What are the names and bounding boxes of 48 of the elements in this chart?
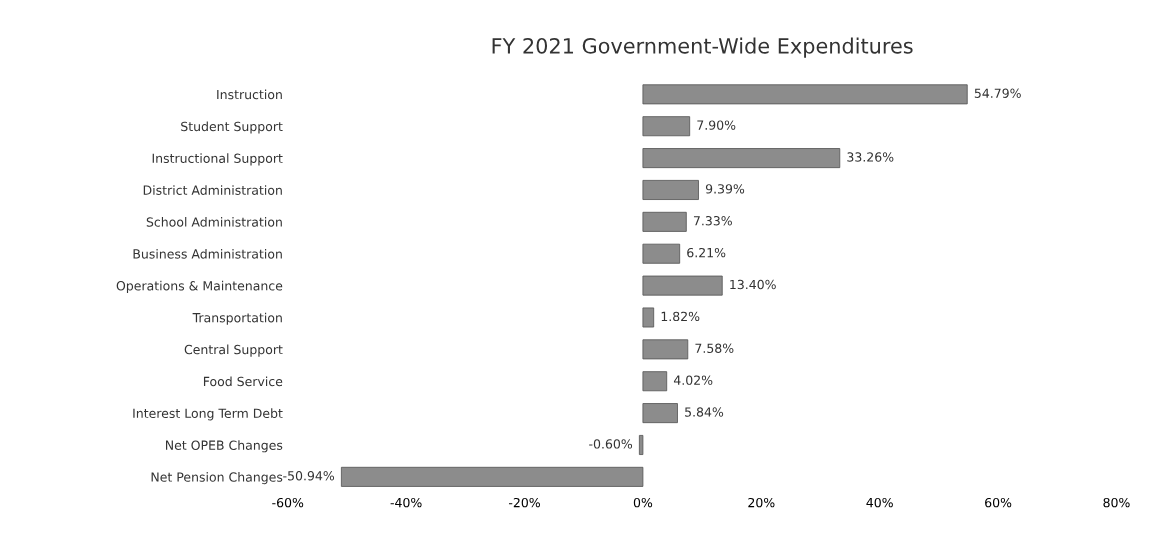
bar	[642, 371, 668, 392]
data-label: 54.79%	[974, 88, 1021, 98]
y-tick-label: Transportation	[192, 312, 282, 325]
bar	[638, 435, 644, 455]
bar	[642, 243, 681, 264]
x-tick-label: -40%	[390, 497, 422, 508]
bar	[642, 84, 968, 105]
data-label: 6.21%	[687, 247, 726, 258]
bar	[642, 339, 689, 360]
data-label: 9.39%	[705, 184, 745, 194]
data-label: 5.84%	[685, 407, 724, 417]
x-tick-label: -20%	[508, 497, 540, 508]
y-tick-label: Instruction	[217, 89, 282, 100]
y-tick-label: Central Support	[184, 344, 283, 357]
bar	[642, 275, 723, 296]
bar	[340, 466, 644, 487]
data-label: 1.82%	[661, 311, 700, 322]
y-tick-label: District Administration	[143, 185, 282, 195]
y-tick-label: Net Pension Changes	[151, 472, 283, 485]
bar	[642, 307, 655, 328]
x-tick-label: 60%	[985, 497, 1012, 508]
data-label: 7.90%	[697, 120, 736, 130]
y-tick-label: Net OPEB Changes	[166, 440, 283, 453]
bar	[642, 179, 699, 200]
y-tick-label: School Administration	[146, 217, 282, 227]
x-tick-label: 40%	[866, 497, 893, 508]
x-tick-label: -60%	[272, 497, 304, 508]
y-tick-label: Operations & Maintenance	[116, 280, 283, 293]
data-label: 13.40%	[730, 279, 776, 290]
bar	[642, 403, 678, 424]
y-tick-label: Interest Long Term Debt	[133, 408, 283, 421]
y-tick-label: Business Administration	[133, 248, 282, 259]
data-label: 33.26%	[847, 152, 894, 162]
data-label: 4.02%	[673, 375, 713, 385]
y-tick-label: Instructional Support	[152, 153, 283, 166]
x-tick-label: 20%	[748, 497, 775, 508]
x-tick-label: 80%	[1103, 497, 1130, 508]
chart-title: FY 2021 Government-Wide Expenditures	[492, 37, 913, 58]
x-tick-label: 0%	[633, 497, 653, 508]
data-label: 7.58%	[695, 343, 734, 353]
data-label: 7.33%	[693, 216, 732, 226]
y-tick-label: Student Support	[181, 121, 283, 134]
y-tick-label: Food Service	[203, 376, 283, 387]
data-label: -50.94%	[283, 471, 335, 481]
data-label: -0.60%	[589, 439, 633, 449]
bar	[642, 116, 691, 137]
bar	[642, 211, 687, 232]
bar	[642, 148, 841, 169]
